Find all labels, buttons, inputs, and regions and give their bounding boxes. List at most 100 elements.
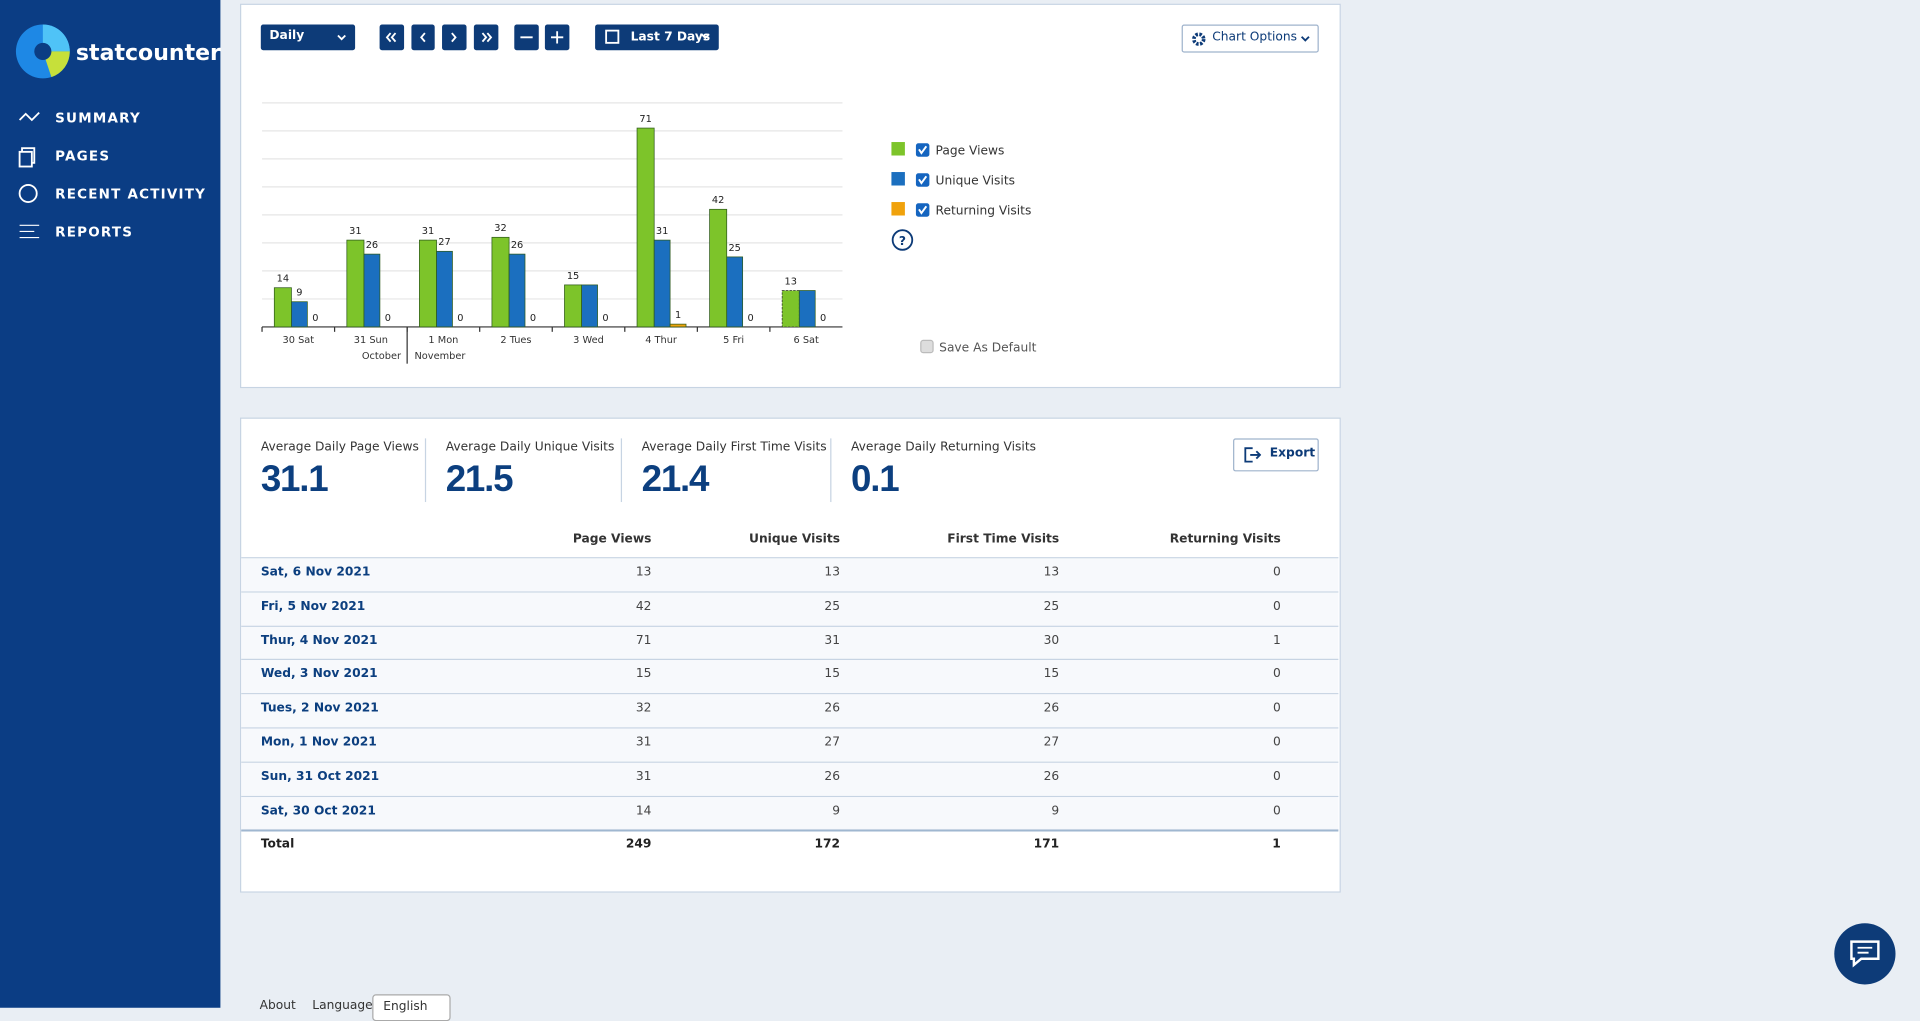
logo <box>15 24 70 79</box>
legend-label: Unique Visits <box>936 173 1016 187</box>
stat-divider <box>424 438 427 503</box>
table-row <box>241 694 1339 729</box>
bar <box>709 208 728 328</box>
total-cell: 171 <box>1033 837 1060 852</box>
bar <box>491 236 510 328</box>
cell: 0 <box>1273 701 1281 716</box>
row-date: Thur, 4 Nov 2021 <box>260 633 378 648</box>
bar <box>363 253 381 328</box>
language: English <box>383 1000 428 1014</box>
check-mark <box>918 175 928 185</box>
data-label: 71 <box>639 114 651 125</box>
data-label: 15 <box>567 271 579 282</box>
column-header: First Time Visits <box>947 532 1060 547</box>
total-rule <box>241 830 1339 832</box>
data-label: 32 <box>494 223 506 234</box>
bar <box>346 239 365 328</box>
cell: 25 <box>1043 599 1060 614</box>
cell: 71 <box>635 633 652 648</box>
cell: 1 <box>1273 633 1281 648</box>
x-tick-label: 3 Wed <box>573 335 604 346</box>
bar <box>436 250 453 328</box>
stat-label: Average Daily Returning Visits <box>851 440 1037 455</box>
cell: 15 <box>1043 667 1060 682</box>
x-tick-label: 2 Tues <box>500 335 531 346</box>
check-mark <box>918 205 928 215</box>
help-icon <box>891 229 914 251</box>
bar <box>581 284 598 328</box>
legend-swatch <box>891 142 905 156</box>
cell: 0 <box>1273 803 1281 818</box>
row-date: Sat, 6 Nov 2021 <box>260 565 371 580</box>
cell: 9 <box>832 803 841 818</box>
table-row <box>241 592 1339 627</box>
month-label: November <box>414 351 466 362</box>
data-label: 14 <box>277 274 289 285</box>
legend-swatch <box>891 202 905 216</box>
nav-item[interactable]: PAGES <box>55 148 111 165</box>
cell: 15 <box>635 667 652 682</box>
total-cell: 249 <box>625 837 652 852</box>
row-date: Sat, 30 Oct 2021 <box>260 803 376 818</box>
bar <box>669 323 687 328</box>
data-label: 0 <box>457 313 463 324</box>
column-header: Unique Visits <box>749 532 841 547</box>
cell: 13 <box>1043 565 1060 580</box>
cell: 0 <box>1273 769 1281 784</box>
export-label: Export <box>1269 446 1316 461</box>
export-button[interactable]: Export <box>1233 438 1319 472</box>
data-label: 0 <box>820 313 826 324</box>
nav-icons <box>18 112 40 239</box>
legend-label: Returning Visits <box>936 203 1032 217</box>
bar <box>508 253 526 328</box>
row-date: Wed, 3 Nov 2021 <box>260 667 378 682</box>
x-tick-label: 30 Sat <box>283 335 315 346</box>
total-cell: 1 <box>1272 837 1281 852</box>
stat-value: 0.1 <box>851 459 900 500</box>
cell: 31 <box>635 769 652 784</box>
cell: 42 <box>635 599 652 614</box>
column-header: Page Views <box>572 532 652 547</box>
data-label: 31 <box>656 226 668 237</box>
table-row <box>241 762 1339 797</box>
sidebar: statcounter SUMMARY PAGES RECENT ACTIVIT… <box>0 0 221 1008</box>
bar <box>653 239 671 328</box>
date-range[interactable]: Last 7 Days <box>630 30 711 45</box>
cell: 32 <box>635 701 652 716</box>
data-label: 26 <box>511 240 523 251</box>
bar <box>419 239 437 328</box>
nav-item[interactable]: SUMMARY <box>55 110 141 127</box>
table-row <box>241 660 1339 695</box>
nav-item[interactable]: REPORTS <box>55 224 134 241</box>
data-label: 1 <box>675 310 681 321</box>
stat-value: 31.1 <box>260 459 329 500</box>
footer-language-label: Language: <box>312 999 377 1013</box>
table-row <box>241 558 1339 593</box>
x-tick-label: 6 Sat <box>793 335 819 346</box>
period: Daily <box>269 29 305 43</box>
data-label: 9 <box>296 288 302 299</box>
cell: 26 <box>1043 769 1060 784</box>
cell: 0 <box>1273 735 1281 750</box>
save-default-checkbox <box>920 339 934 354</box>
chat-button[interactable] <box>1834 923 1896 985</box>
data-label: 31 <box>349 226 361 237</box>
cell: 15 <box>824 667 841 682</box>
cell: 13 <box>635 565 652 580</box>
stat-label: Average Daily Page Views <box>260 440 419 455</box>
cell: 27 <box>1043 735 1060 750</box>
cell: 14 <box>635 803 652 818</box>
total-cell: 172 <box>814 837 841 852</box>
nav-item[interactable]: RECENT ACTIVITY <box>55 186 207 203</box>
footer-about[interactable]: About <box>259 999 296 1013</box>
month-label: October <box>362 351 402 362</box>
bar <box>291 301 308 328</box>
chart-options[interactable]: Chart Options <box>1181 24 1319 53</box>
period-select[interactable]: Daily <box>260 24 356 51</box>
stat-value: 21.5 <box>445 459 514 500</box>
cell: 9 <box>1051 803 1060 818</box>
stat-label: Average Daily First Time Visits <box>641 440 827 455</box>
bar <box>636 127 655 328</box>
cell: 30 <box>1043 633 1060 648</box>
cell: 31 <box>635 735 652 750</box>
